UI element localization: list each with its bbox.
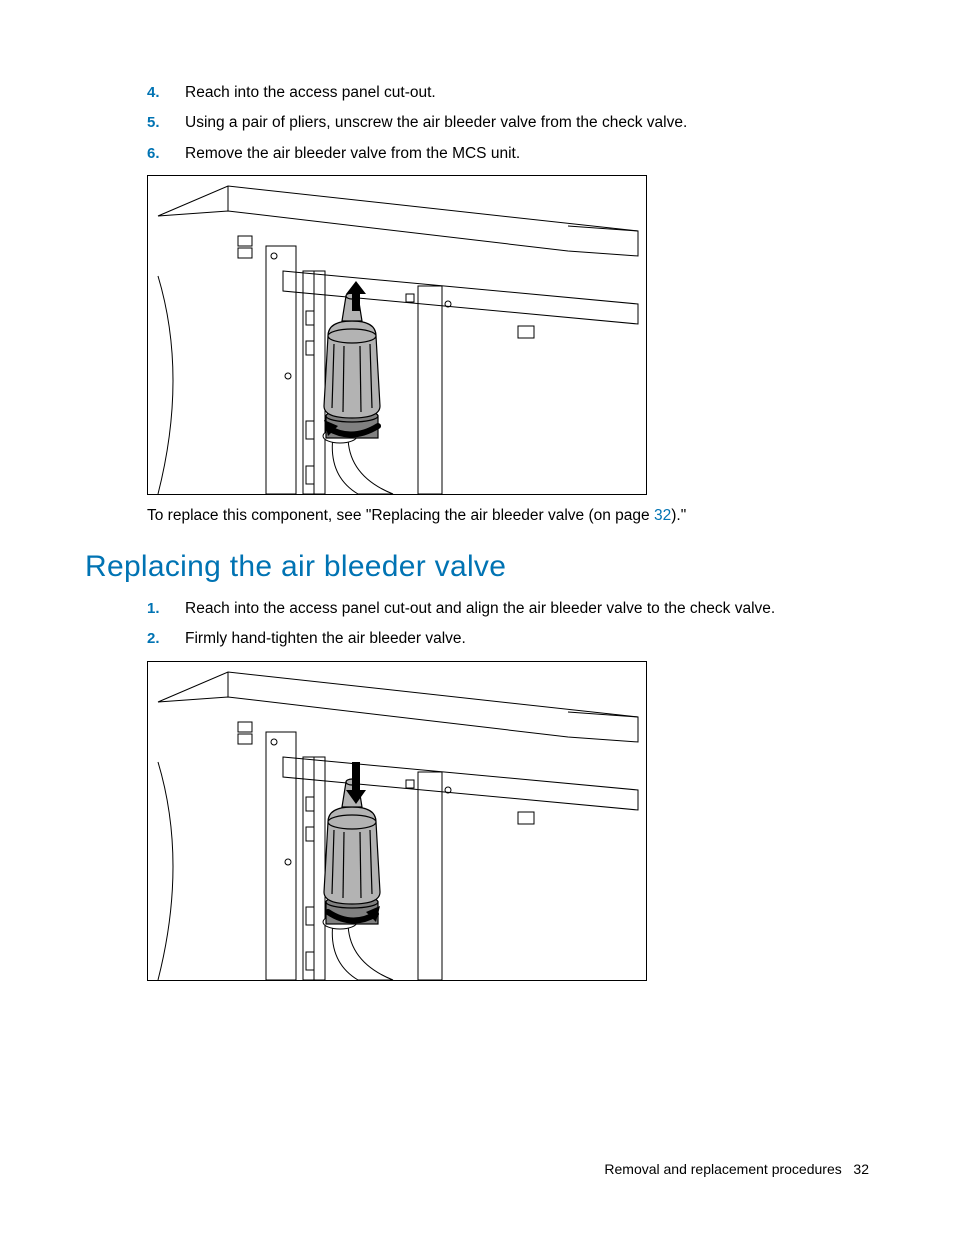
- list-item: 5. Using a pair of pliers, unscrew the a…: [147, 112, 869, 134]
- figure-remove-valve: [147, 175, 647, 495]
- steps-bottom-list: 1. Reach into the access panel cut-out a…: [147, 598, 869, 651]
- list-number: 2.: [147, 628, 185, 650]
- list-text: Using a pair of pliers, unscrew the air …: [185, 112, 687, 134]
- figure-install-valve: [147, 661, 647, 981]
- page-link[interactable]: 32: [654, 507, 671, 524]
- list-number: 5.: [147, 112, 185, 134]
- steps-top-list: 4. Reach into the access panel cut-out. …: [147, 82, 869, 165]
- list-number: 1.: [147, 598, 185, 620]
- footer-section: Removal and replacement procedures: [604, 1161, 841, 1177]
- list-item: 6. Remove the air bleeder valve from the…: [147, 143, 869, 165]
- footer-page-number: 32: [853, 1161, 869, 1177]
- list-item: 2. Firmly hand-tighten the air bleeder v…: [147, 628, 869, 650]
- list-item: 4. Reach into the access panel cut-out.: [147, 82, 869, 104]
- list-text: Firmly hand-tighten the air bleeder valv…: [185, 628, 466, 650]
- list-text: Reach into the access panel cut-out.: [185, 82, 436, 104]
- section-heading: Replacing the air bleeder valve: [85, 550, 869, 584]
- list-item: 1. Reach into the access panel cut-out a…: [147, 598, 869, 620]
- caption-text-pre: To replace this component, see "Replacin…: [147, 507, 654, 524]
- page-footer: Removal and replacement procedures 32: [604, 1161, 869, 1177]
- list-number: 6.: [147, 143, 185, 165]
- list-text: Remove the air bleeder valve from the MC…: [185, 143, 520, 165]
- list-number: 4.: [147, 82, 185, 104]
- list-text: Reach into the access panel cut-out and …: [185, 598, 775, 620]
- caption-replace-ref: To replace this component, see "Replacin…: [147, 505, 869, 527]
- caption-text-post: ).": [671, 507, 686, 524]
